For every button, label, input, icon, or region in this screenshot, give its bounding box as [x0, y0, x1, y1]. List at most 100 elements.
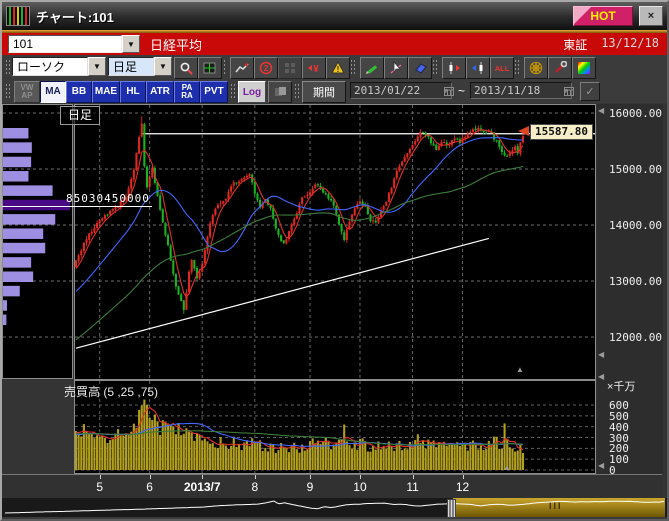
symbol-code-field[interactable]: 101: [8, 35, 122, 53]
toolbar-grip[interactable]: [350, 59, 355, 75]
volume-ma-75-line: [76, 430, 524, 446]
timeframe-value[interactable]: 日足: [108, 57, 154, 76]
apply-period-button[interactable]: ✓: [580, 82, 600, 101]
chart-type-select[interactable]: ローソク ▼: [12, 57, 106, 76]
timeframe-select[interactable]: 日足 ▼: [108, 57, 172, 76]
log-scale-button[interactable]: Log: [238, 81, 266, 103]
indicator-button-bb[interactable]: BB: [66, 81, 92, 103]
price-axis-label: 14000.00: [609, 219, 662, 232]
navigator-grip[interactable]: III: [549, 501, 563, 511]
chevron-down-icon[interactable]: ▼: [88, 57, 106, 76]
time-axis-tick: [202, 475, 204, 479]
svg-text:ALL: ALL: [495, 64, 509, 73]
candlestick-series: [74, 116, 525, 314]
axis-scroll-icon[interactable]: ◀: [598, 461, 605, 470]
calendar-icon[interactable]: [443, 86, 454, 96]
calendar-icon[interactable]: [563, 86, 574, 96]
volume-axis-label: 600: [609, 399, 629, 412]
volume-profile-pane[interactable]: [2, 104, 73, 379]
volume-axis-label: 200: [609, 442, 629, 456]
axis-scroll-icon[interactable]: ◀: [598, 350, 605, 359]
indicator-button-pvt[interactable]: PVT: [200, 81, 228, 103]
chevron-down-icon[interactable]: ▼: [443, 86, 448, 95]
toolbar-grip[interactable]: [5, 83, 10, 99]
select-cursor-icon[interactable]: [384, 57, 408, 79]
symbol-name: 日経平均: [150, 37, 203, 53]
price-axis-label: 12000.00: [609, 331, 662, 344]
close-icon[interactable]: ×: [639, 6, 663, 26]
indicator-button-ma[interactable]: MA: [40, 81, 66, 103]
last-price-callout: 15587.80: [530, 124, 593, 140]
symbol-code-combo[interactable]: 101 ▼: [8, 35, 140, 53]
compare-icon[interactable]: 2: [254, 57, 278, 79]
volume-chart-pane[interactable]: [74, 380, 596, 474]
volume-profile-bar: [3, 142, 32, 153]
range-navigator[interactable]: [2, 498, 667, 517]
title-bar: チャート:101 HOT ×: [2, 2, 667, 30]
toolbar-grip[interactable]: [432, 59, 437, 75]
toolbar-grip[interactable]: [514, 59, 519, 75]
alert-icon[interactable]: !: [326, 57, 350, 79]
toolbar-grip[interactable]: [5, 59, 10, 75]
pane-label: 日足: [60, 106, 101, 125]
svg-text:¥: ¥: [313, 64, 319, 75]
toolbar-grip[interactable]: [230, 83, 235, 99]
candle-back-icon[interactable]: [466, 57, 490, 79]
svg-text:2: 2: [264, 64, 269, 73]
date-to-value: 2013/11/18: [474, 84, 541, 97]
indicator-button-para[interactable]: PA RA: [174, 81, 200, 103]
volume-axis-label: 400: [609, 420, 629, 434]
volume-profile-bar: [3, 185, 53, 196]
ma-75-line: [75, 165, 524, 341]
color-palette-icon[interactable]: [572, 57, 596, 79]
hot-button[interactable]: HOT: [573, 6, 633, 26]
pane-switch-icon[interactable]: [268, 81, 292, 103]
indicator-button-mae[interactable]: MAE: [92, 81, 120, 103]
show-all-icon[interactable]: ALL: [490, 57, 514, 79]
trend-tool-icon[interactable]: [230, 57, 254, 79]
chevron-down-icon[interactable]: ▼: [122, 35, 140, 53]
period-button[interactable]: 期間: [302, 81, 346, 103]
price-yen-icon[interactable]: ¥: [302, 57, 326, 79]
grid-settings-icon[interactable]: [198, 57, 222, 79]
chevron-down-icon[interactable]: ▼: [154, 57, 172, 76]
app-chart-icon: [6, 6, 30, 26]
axis-scroll-icon[interactable]: ◀: [598, 372, 605, 381]
chevron-down-icon[interactable]: ▼: [563, 86, 568, 95]
main-toolbar: ローソク ▼ 日足 ▼ 2 ¥! ALL: [2, 55, 667, 79]
layout-grid-icon[interactable]: [278, 57, 302, 79]
chart-type-value[interactable]: ローソク: [12, 57, 88, 76]
eraser-icon[interactable]: [408, 57, 432, 79]
date-from-field[interactable]: 2013/01/22 ▼: [350, 82, 454, 99]
zoom-icon[interactable]: [174, 57, 198, 79]
time-axis-label: 12: [455, 480, 470, 494]
time-axis-tick: [412, 475, 414, 479]
volume-axis-unit: ×千万: [607, 381, 636, 393]
draw-pencil-icon[interactable]: [360, 57, 384, 79]
settings-wrench-icon[interactable]: [548, 57, 572, 79]
indicator-button-atr[interactable]: ATR: [146, 81, 174, 103]
volume-axis-label: 0: [609, 464, 616, 477]
scroll-up-marker-icon[interactable]: ▲: [516, 365, 524, 374]
scroll-up-marker-icon[interactable]: ▲: [503, 463, 511, 472]
volume-profile-bar: [3, 257, 32, 268]
indicator-button-vwap[interactable]: VW AP: [14, 81, 40, 103]
toolbar-grip[interactable]: [294, 83, 299, 99]
web-link-icon[interactable]: [524, 57, 548, 79]
candle-forward-icon[interactable]: [442, 57, 466, 79]
ma-25-line: [75, 137, 524, 292]
toolbar-grip[interactable]: [220, 59, 225, 75]
date-to-field[interactable]: 2013/11/18 ▼: [470, 82, 574, 99]
volume-profile-bar: [3, 171, 29, 182]
time-axis-tick: [149, 475, 151, 479]
range-separator: ~: [458, 84, 466, 98]
time-axis: 5 6 2013/7 8 9 10 11 12: [2, 474, 662, 499]
price-chart-pane[interactable]: [74, 104, 596, 380]
axis-scroll-icon[interactable]: ◀: [598, 106, 605, 115]
volume-at-price-line: [2, 206, 152, 207]
indicator-button-hl[interactable]: HL: [120, 81, 146, 103]
price-axis-label: 15000.00: [609, 163, 662, 176]
ma-5-line: [75, 129, 524, 298]
navigator-handle[interactable]: [447, 499, 456, 518]
navigator-selected-range[interactable]: [453, 498, 665, 517]
